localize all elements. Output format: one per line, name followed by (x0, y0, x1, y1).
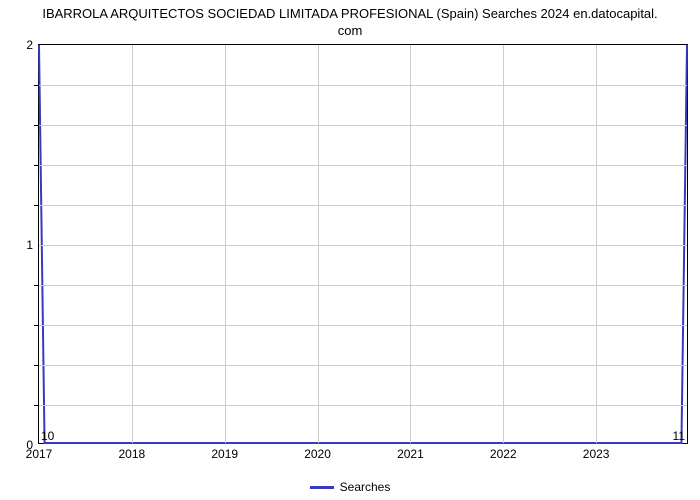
gridline-h (39, 125, 687, 126)
title-line-1: IBARROLA ARQUITECTOS SOCIEDAD LIMITADA P… (42, 6, 657, 21)
plot-area: 01220172018201920202021202220231011 (38, 44, 688, 444)
x-tick-label: 2021 (397, 447, 424, 461)
title-line-2: com (338, 23, 363, 38)
endpoint-label-left: 10 (41, 429, 54, 443)
y-minor-tick (34, 125, 39, 126)
gridline-h (39, 325, 687, 326)
gridline-h (39, 165, 687, 166)
y-minor-tick (34, 365, 39, 366)
legend-swatch (310, 486, 334, 489)
y-minor-tick (34, 165, 39, 166)
y-tick-label: 2 (26, 38, 33, 52)
line-series (39, 45, 687, 443)
chart-title: IBARROLA ARQUITECTOS SOCIEDAD LIMITADA P… (0, 6, 700, 40)
gridline-h (39, 285, 687, 286)
gridline-v (318, 45, 319, 443)
y-minor-tick (34, 285, 39, 286)
gridline-v (596, 45, 597, 443)
series-path (39, 45, 687, 443)
x-tick-label: 2023 (583, 447, 610, 461)
y-minor-tick (34, 205, 39, 206)
chart-container: IBARROLA ARQUITECTOS SOCIEDAD LIMITADA P… (0, 0, 700, 500)
gridline-h (39, 365, 687, 366)
gridline-h (39, 405, 687, 406)
endpoint-label-right: 11 (673, 429, 685, 443)
y-minor-tick (34, 325, 39, 326)
x-tick-label: 2020 (304, 447, 331, 461)
gridline-h (39, 205, 687, 206)
gridline-v (503, 45, 504, 443)
gridline-v (410, 45, 411, 443)
x-tick-label: 2022 (490, 447, 517, 461)
gridline-h (39, 85, 687, 86)
y-minor-tick (34, 85, 39, 86)
x-tick-label: 2019 (211, 447, 238, 461)
gridline-h (39, 245, 687, 246)
legend-label: Searches (340, 480, 391, 494)
y-minor-tick (34, 405, 39, 406)
gridline-v (225, 45, 226, 443)
gridline-v (132, 45, 133, 443)
x-tick-label: 2017 (26, 447, 53, 461)
x-tick-label: 2018 (118, 447, 145, 461)
y-tick-label: 1 (26, 238, 33, 252)
legend: Searches (0, 480, 700, 494)
